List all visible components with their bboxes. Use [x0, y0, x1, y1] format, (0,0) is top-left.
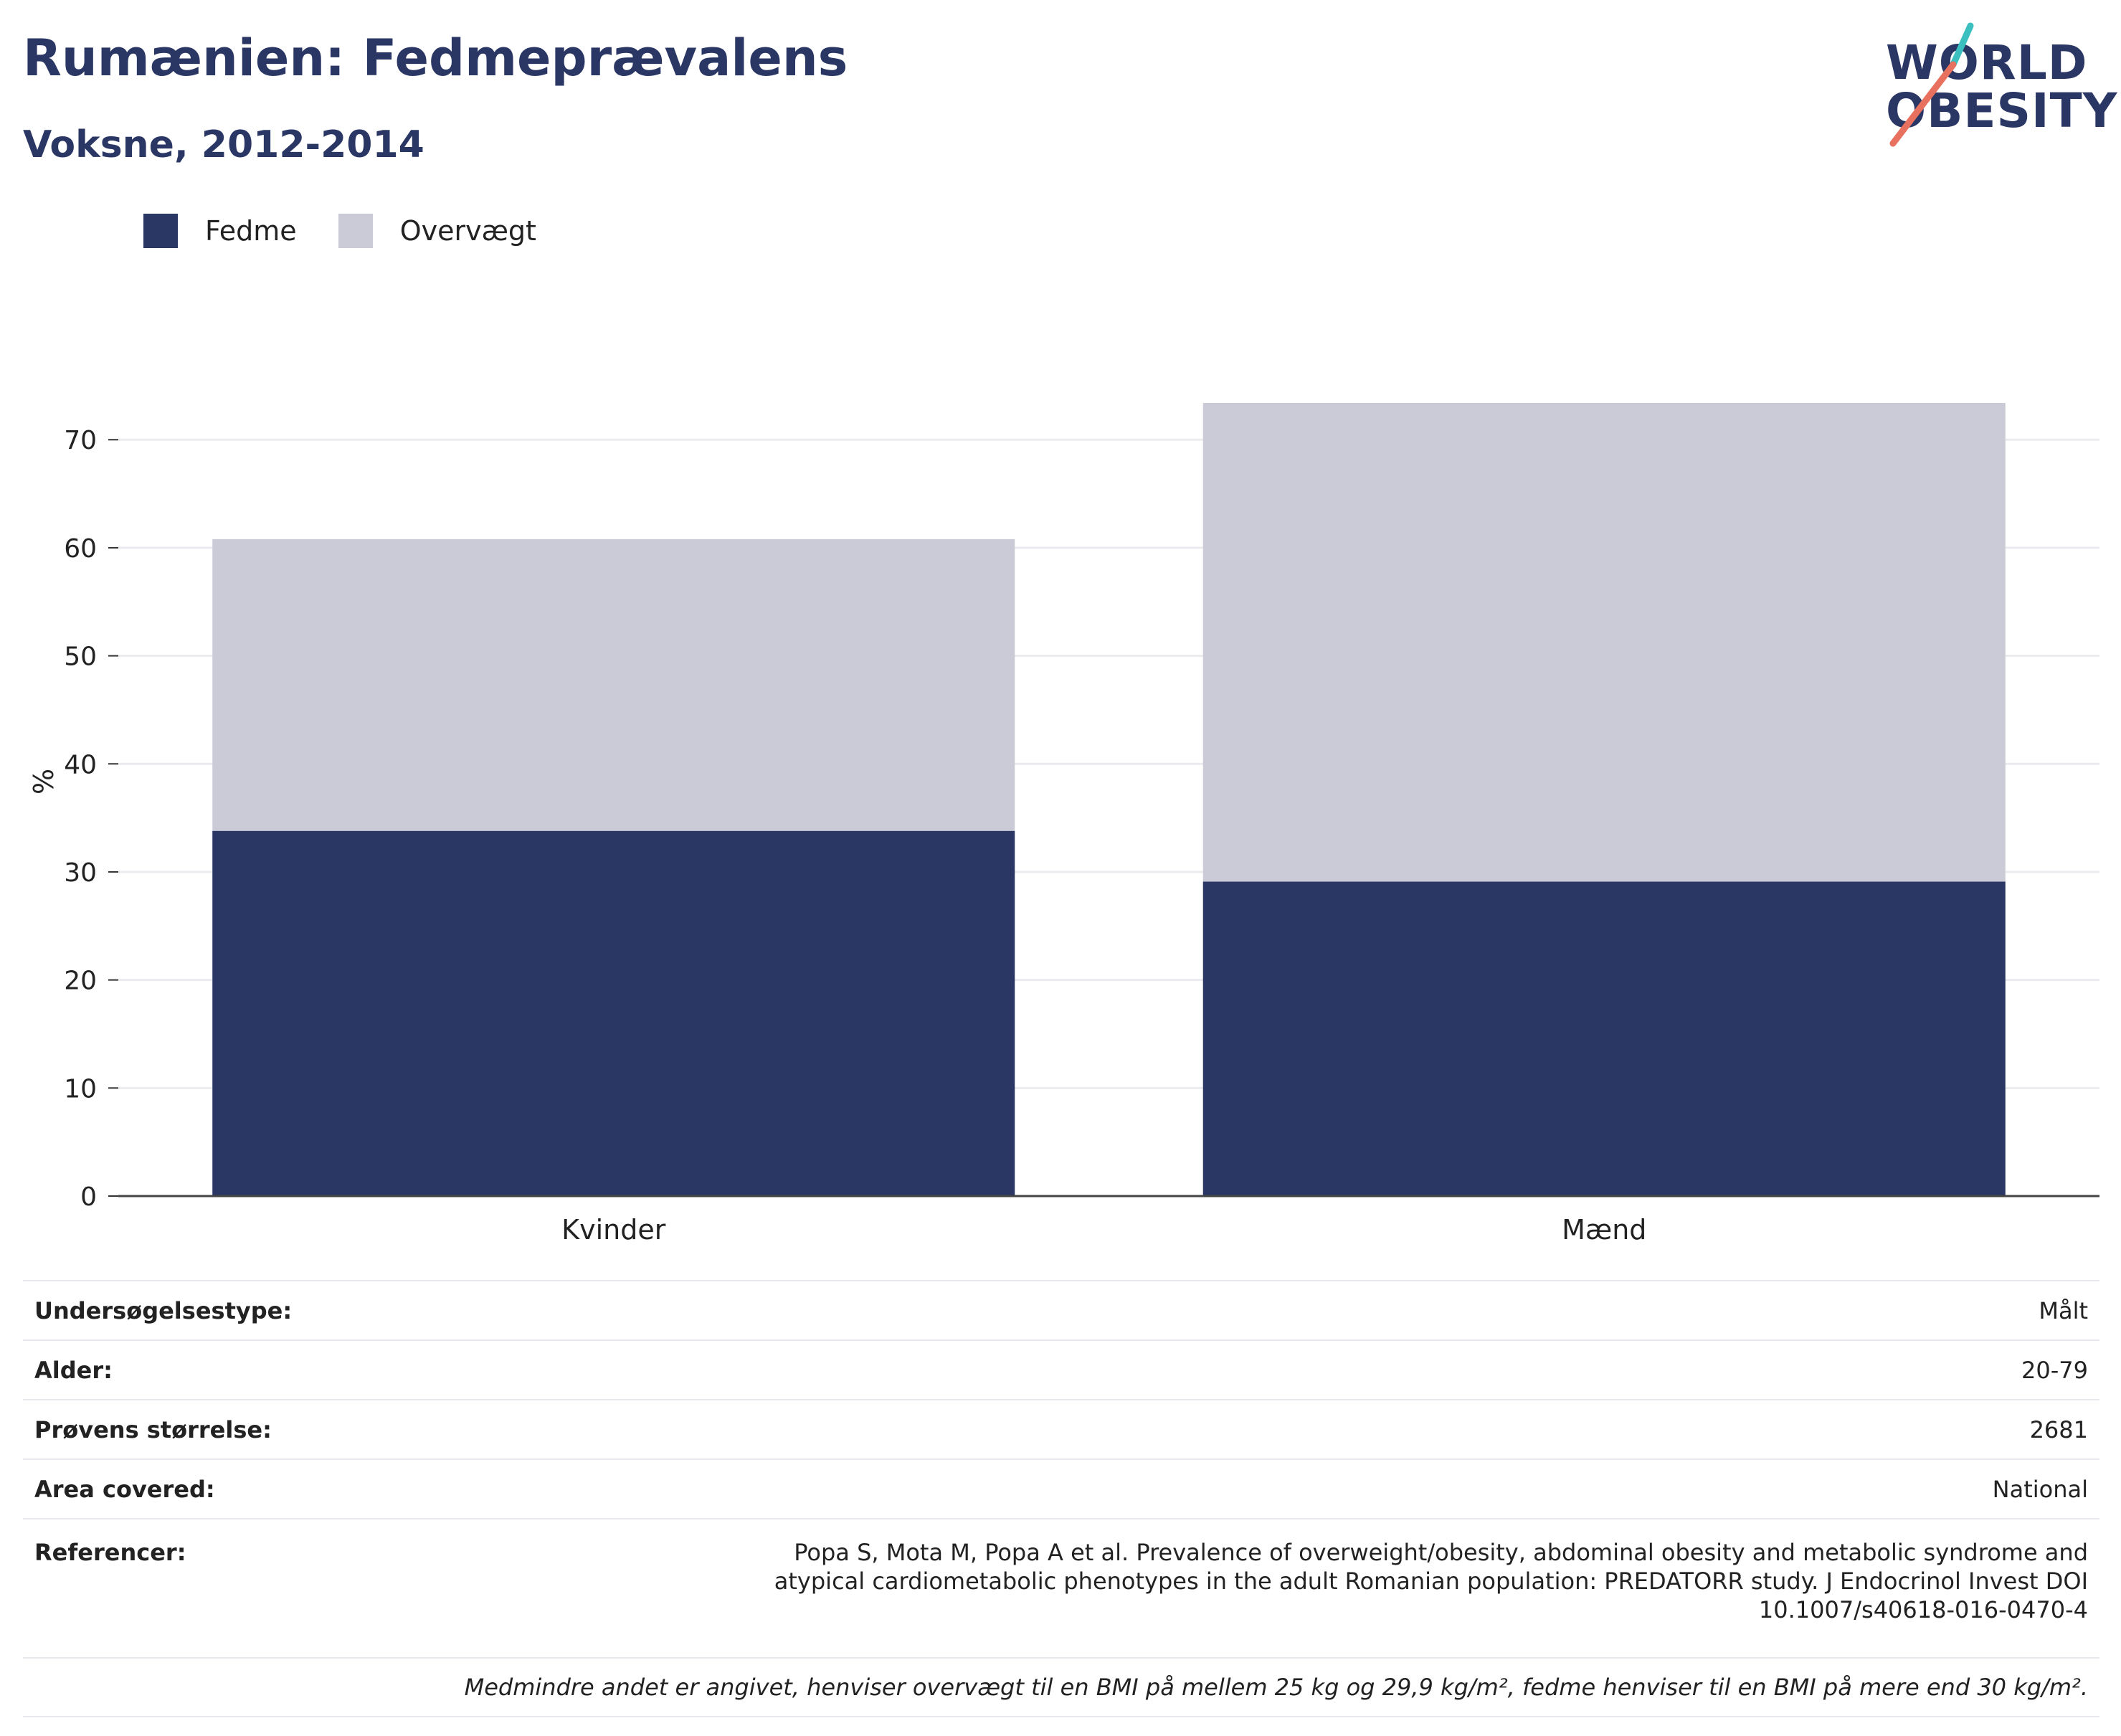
bar-segment	[212, 830, 1015, 1196]
y-tick-label: 60	[64, 534, 97, 564]
meta-label: Prøvens størrelse:	[23, 1399, 548, 1459]
y-tick-label: 40	[64, 750, 97, 779]
meta-label: Alder:	[23, 1339, 548, 1400]
x-tick-label: Kvinder	[561, 1214, 666, 1246]
logo-text-line2: OBESITY	[1886, 83, 2118, 138]
chart-legend: Fedme Overvægt	[143, 214, 578, 248]
x-tick-label: Mænd	[1562, 1214, 1646, 1246]
y-tick-label: 20	[64, 967, 97, 996]
metadata-table: Undersøgelsestype: Målt Alder: 20-79 Prø…	[23, 1280, 2099, 1717]
y-axis-label: %	[28, 769, 60, 795]
meta-label: Area covered:	[23, 1458, 548, 1519]
logo-slash-coral	[1889, 61, 1957, 147]
stacked-bar-chart: 0 10 20 30 40 50 60 70 Kvinder Mænd %	[28, 403, 2099, 1246]
bars	[212, 403, 2006, 1196]
legend-item-fedme[interactable]: Fedme	[143, 214, 297, 248]
legend-swatch-fedme	[143, 214, 178, 248]
references-label: Referencer:	[23, 1518, 548, 1658]
x-axis: Kvinder Mænd	[118, 1195, 2099, 1246]
meta-row-area: Area covered: National	[23, 1458, 2099, 1519]
meta-value: 20-79	[548, 1339, 2099, 1400]
legend-label-fedme: Fedme	[205, 215, 297, 247]
meta-value: Målt	[548, 1280, 2099, 1340]
legend-label-overvaegt: Overvægt	[399, 215, 536, 247]
legend-item-overvaegt[interactable]: Overvægt	[338, 214, 536, 248]
meta-row-sample-size: Prøvens størrelse: 2681	[23, 1399, 2099, 1459]
y-tick-label: 30	[64, 858, 97, 888]
logo-slash-teal	[1950, 22, 1974, 68]
legend-swatch-overvaegt	[338, 214, 373, 248]
references-text: Popa S, Mota M, Popa A et al. Prevalence…	[548, 1518, 2099, 1658]
y-tick-label: 70	[64, 426, 97, 455]
y-tick-label: 10	[64, 1074, 97, 1104]
meta-value: 2681	[548, 1399, 2099, 1459]
logo-slash-icon	[1889, 22, 1974, 147]
meta-label: Undersøgelsestype:	[23, 1280, 548, 1340]
chart-subtitle: Voksne, 2012-2014	[23, 123, 424, 166]
y-axis: 0 10 20 30 40 50 60 70	[64, 426, 118, 1212]
world-obesity-logo: WORLD OBESITY	[1864, 22, 2117, 151]
meta-value: National	[548, 1458, 2099, 1519]
bar-segment	[1202, 403, 2006, 882]
meta-row-references: Referencer: Popa S, Mota M, Popa A et al…	[23, 1518, 2099, 1658]
meta-row-survey-type: Undersøgelsestype: Målt	[23, 1280, 2099, 1340]
meta-row-note: Medmindre andet er angivet, henviser ove…	[23, 1657, 2099, 1717]
chart-title: Rumænien: Fedmeprævalens	[23, 29, 848, 87]
bmi-note: Medmindre andet er angivet, henviser ove…	[23, 1657, 2099, 1717]
bar-segment	[1202, 881, 2006, 1196]
bar-segment	[212, 539, 1015, 831]
logo-text-line1: WORLD	[1886, 35, 2088, 90]
y-tick-label: 50	[64, 642, 97, 672]
meta-row-age: Alder: 20-79	[23, 1339, 2099, 1400]
y-tick-label: 0	[80, 1182, 97, 1212]
